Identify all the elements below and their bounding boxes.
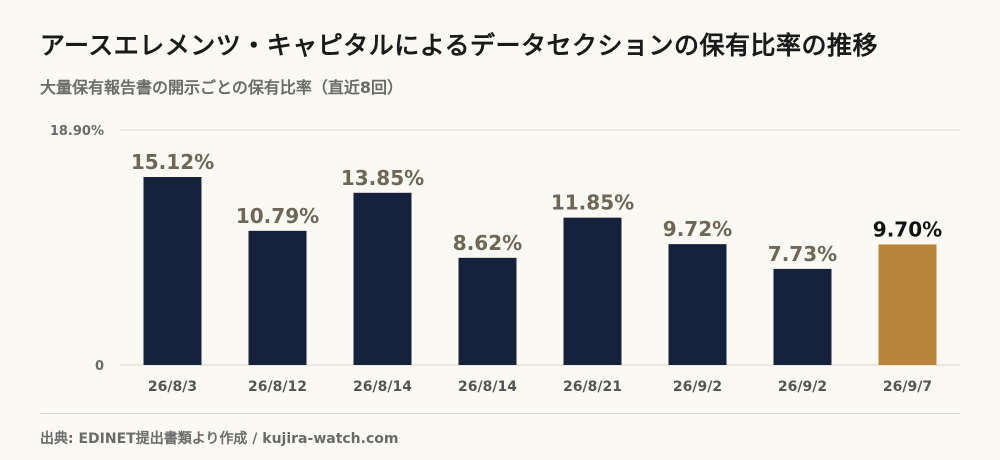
y-tick-label: 18.90% <box>50 124 104 139</box>
bar <box>668 244 727 365</box>
x-tick-label: 26/8/21 <box>563 379 622 395</box>
data-label: 10.79% <box>236 204 319 228</box>
x-tick-label: 26/8/14 <box>353 379 412 395</box>
data-label: 11.85% <box>551 191 634 215</box>
bar-chart: 18.90% 0 15.12% 26/8/3 10.79% 26/8/12 13.85% 26… <box>50 124 960 395</box>
data-label: 7.73% <box>768 242 837 266</box>
bar <box>773 268 832 365</box>
x-tick-label: 26/9/2 <box>673 379 722 395</box>
chart-subtitle: 大量保有報告書の開示ごとの保有比率（直近8回） <box>40 78 403 97</box>
bar <box>878 244 937 365</box>
source-note: 出典: EDINET提出書類より作成 / kujira-watch.com <box>40 431 399 447</box>
chart-title: アースエレメンツ・キャピタルによるデータセクションの保有比率の推移 <box>40 31 879 60</box>
data-label: 13.85% <box>341 166 424 190</box>
data-label: 8.62% <box>453 231 522 255</box>
footer-divider <box>40 413 960 414</box>
data-label: 9.70% <box>873 217 942 241</box>
bar <box>563 217 622 365</box>
data-label: 9.72% <box>663 217 732 241</box>
data-label: 15.12% <box>131 150 214 174</box>
x-tick-label: 26/9/2 <box>778 379 827 395</box>
x-tick-label: 26/8/14 <box>458 379 517 395</box>
x-tick-label: 26/9/7 <box>883 379 932 395</box>
bar <box>458 257 517 365</box>
x-tick-label: 26/8/3 <box>148 379 197 395</box>
y-tick-label: 0 <box>95 359 104 374</box>
bar <box>248 230 307 365</box>
bar <box>143 177 202 365</box>
x-tick-label: 26/8/12 <box>248 379 307 395</box>
bar <box>353 192 412 365</box>
